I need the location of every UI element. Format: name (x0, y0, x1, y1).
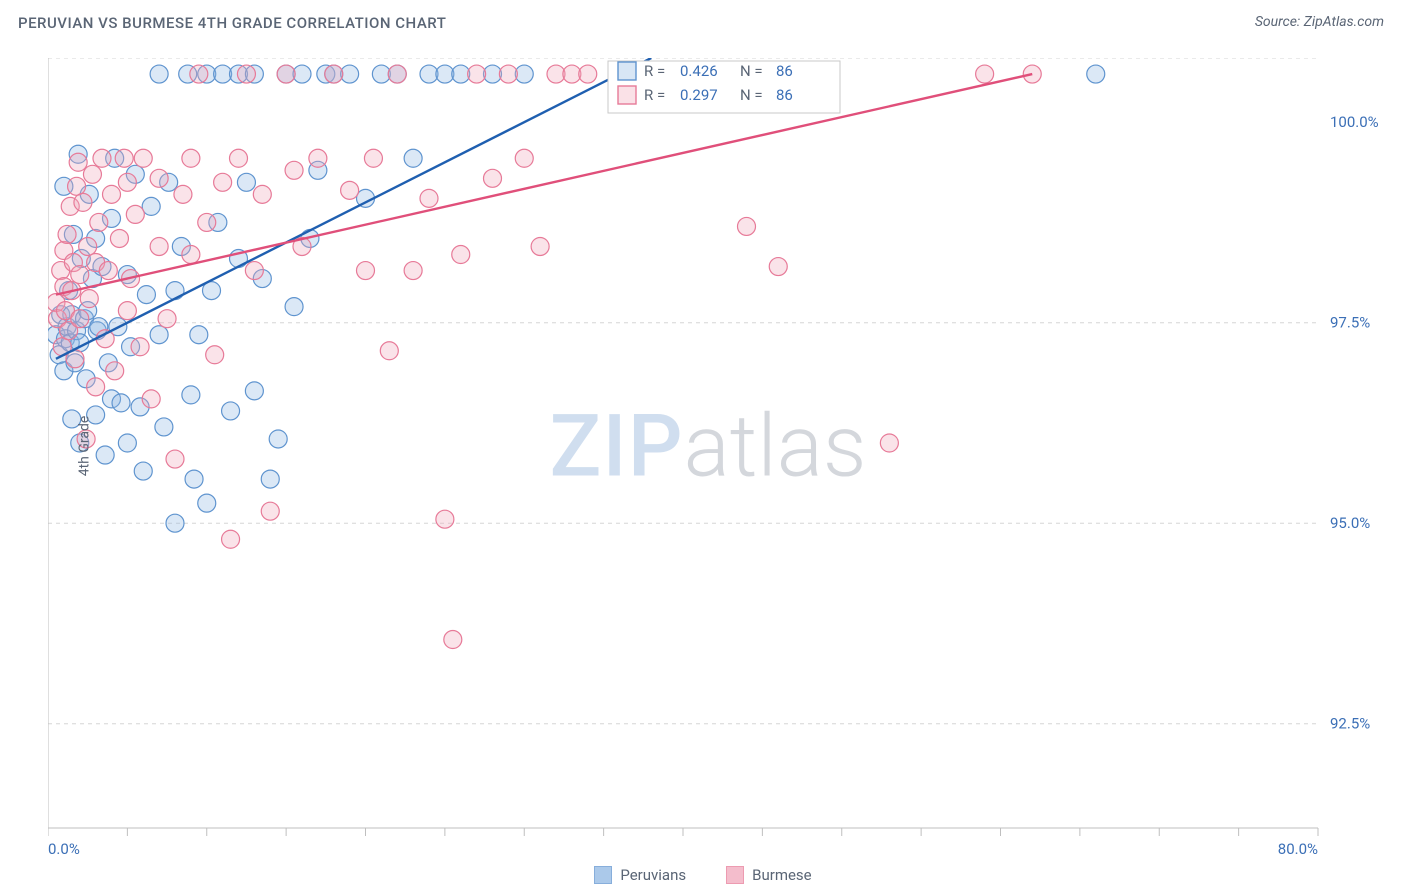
legend-label: Peruvians (620, 866, 686, 884)
svg-text:R =: R = (644, 86, 665, 104)
svg-text:80.0%: 80.0% (1278, 840, 1318, 858)
svg-text:86: 86 (776, 62, 793, 80)
svg-text:N =: N = (740, 86, 763, 104)
svg-text:N =: N = (740, 62, 763, 80)
svg-text:R =: R = (644, 62, 665, 80)
svg-text:92.5%: 92.5% (1330, 715, 1370, 733)
source-label: Source: ZipAtlas.com (1255, 14, 1384, 30)
svg-text:100.0%: 100.0% (1330, 113, 1379, 131)
legend-item-burmese: Burmese (726, 866, 812, 884)
svg-text:0.297: 0.297 (680, 86, 718, 104)
scatter-plot: 0.0% 80.0% 92.5% 95.0% 97.5% 100.0% R = 0.426 N … (48, 58, 1388, 858)
svg-text:97.5%: 97.5% (1330, 314, 1370, 332)
svg-text:86: 86 (776, 86, 793, 104)
legend-label: Burmese (752, 866, 812, 884)
svg-text:0.0%: 0.0% (48, 840, 80, 858)
legend-bottom: Peruvians Burmese (0, 866, 1406, 884)
chart-title: PERUVIAN VS BURMESE 4TH GRADE CORRELATIO… (18, 14, 446, 32)
svg-text:0.426: 0.426 (680, 62, 718, 80)
y-axis-label: 4th Grade (76, 416, 92, 477)
legend-item-peruvians: Peruvians (594, 866, 686, 884)
svg-text:95.0%: 95.0% (1330, 514, 1370, 532)
